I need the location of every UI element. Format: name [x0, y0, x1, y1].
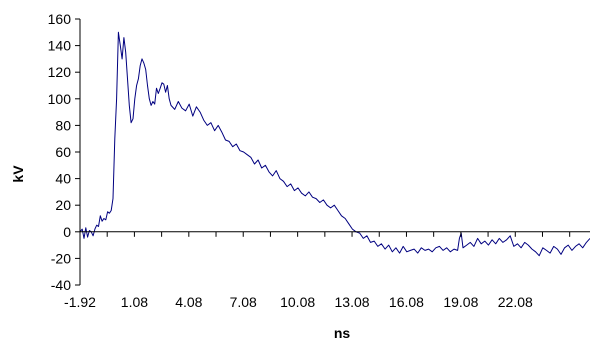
tick-labels: 160 140 120 100 80 60 40 20 0 -20 -40-1.92 1.08 4.08…: [48, 11, 533, 310]
x-axis-title: ns: [334, 325, 351, 341]
y-tick-label: 60: [55, 144, 71, 160]
y-axis-title: kV: [10, 165, 26, 183]
x-tick-label: 1.08: [121, 294, 148, 310]
y-tick-label: -20: [51, 250, 71, 266]
y-tick-label: 160: [48, 11, 72, 27]
y-tick-label: -40: [51, 277, 71, 293]
x-tick-label: 10.08: [280, 294, 315, 310]
x-tick-label: 13.08: [335, 294, 370, 310]
y-tick-label: 20: [55, 197, 71, 213]
y-tick-label: 40: [55, 171, 71, 187]
x-tick-label: 16.08: [389, 294, 424, 310]
y-tick-label: 100: [48, 91, 72, 107]
x-tick-label: -1.92: [64, 294, 96, 310]
plot-area: [79, 31, 590, 257]
x-tick-label: 4.08: [175, 294, 202, 310]
y-tick-label: 80: [55, 117, 71, 133]
y-tick-label: 120: [48, 64, 72, 80]
y-tick-label: 0: [63, 224, 71, 240]
x-tick-label: 7.08: [230, 294, 257, 310]
x-tick-label: 22.08: [498, 294, 533, 310]
x-tick-label: 19.08: [443, 294, 478, 310]
axes: [75, 18, 590, 286]
y-tick-label: 140: [48, 38, 72, 54]
series-line: [79, 31, 590, 257]
